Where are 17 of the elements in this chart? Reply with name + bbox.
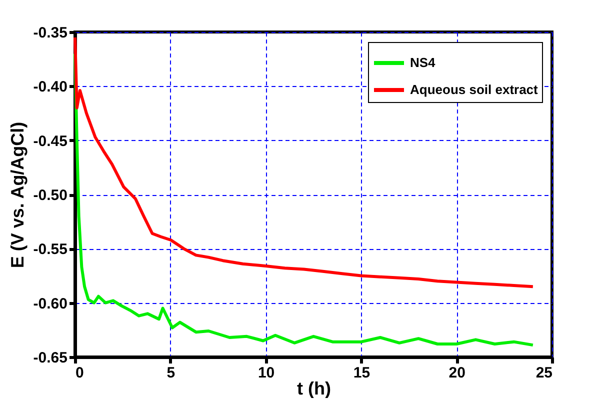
legend-label: NS4 <box>410 55 436 70</box>
y-axis-title: E (V vs. Ag/AgCl) <box>7 122 28 268</box>
y-tick-label: -0.55 <box>33 241 68 258</box>
y-tick-label: -0.60 <box>33 295 68 312</box>
x-axis-title: t (h) <box>297 378 331 398</box>
y-tick-label: -0.35 <box>33 24 68 42</box>
x-tick-label: 10 <box>258 364 275 382</box>
x-tick-label: 25 <box>536 364 552 382</box>
y-tick-label: -0.50 <box>33 187 68 204</box>
y-tick-label: -0.65 <box>33 350 68 366</box>
x-tick-label: 0 <box>76 364 84 382</box>
y-tick-label: -0.40 <box>33 78 68 96</box>
legend-label: Aqueous soil extract <box>410 82 539 97</box>
x-tick-label: 5 <box>166 364 176 382</box>
x-tick-label: 20 <box>448 364 466 382</box>
y-tick-label: -0.45 <box>33 132 68 150</box>
x-tick-label: 15 <box>353 364 370 382</box>
